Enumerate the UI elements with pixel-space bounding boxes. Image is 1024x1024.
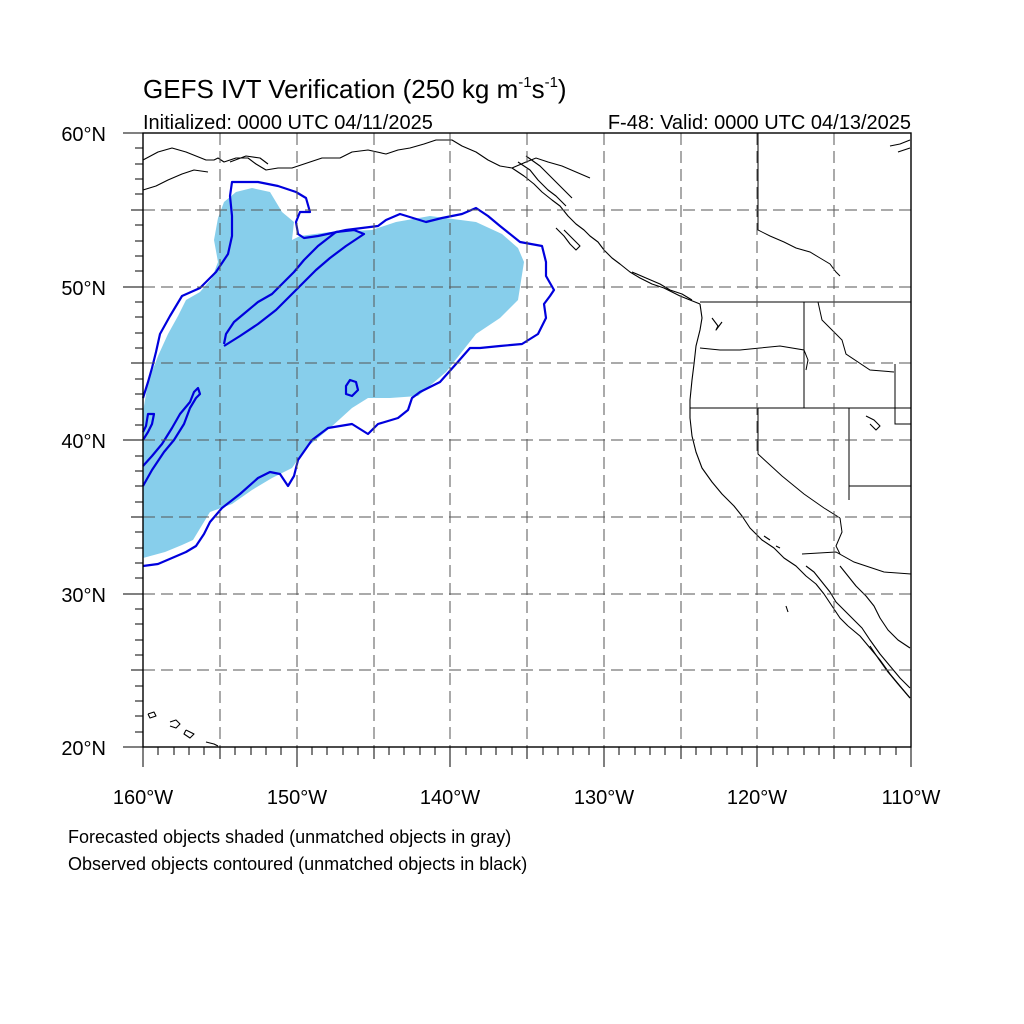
forecast-object-shaded	[143, 188, 524, 558]
lat-label-30: 30°N	[61, 585, 106, 607]
longitude-labels: 160°W 150°W 140°W 130°W 120°W 110°W	[113, 787, 941, 809]
ca-nv-border	[757, 408, 841, 519]
lon-label-140w: 140°W	[420, 787, 480, 809]
lon-label-120w: 120°W	[727, 787, 787, 809]
lon-label-150w: 150°W	[267, 787, 327, 809]
map-title: GEFS IVT Verification (250 kg m-1s-1)	[143, 74, 567, 104]
wy-border	[894, 364, 911, 425]
idaho-montana-border	[817, 301, 895, 373]
latitude-labels: 60°N 50°N 40°N 30°N 20°N	[61, 124, 106, 760]
lon-label-130w: 130°W	[574, 787, 634, 809]
observed-contour-main	[141, 180, 556, 568]
lat-label-40: 40°N	[61, 431, 106, 453]
footnote-forecast: Forecasted objects shaded (unmatched obj…	[68, 827, 511, 847]
coastlines	[142, 139, 911, 747]
lon-label-160w: 160°W	[113, 787, 173, 809]
valid-time-label: F-48: Valid: 0000 UTC 04/13/2025	[608, 112, 911, 134]
us-mexico-border	[801, 551, 912, 575]
observed-contour-west-strip	[142, 386, 202, 487]
lon-label-110w: 110°W	[882, 787, 941, 809]
footnote-observed: Observed objects contoured (unmatched ob…	[68, 854, 527, 874]
lat-label-60: 60°N	[61, 124, 106, 146]
observed-contours	[141, 180, 556, 568]
political-boundaries	[511, 133, 912, 575]
map-panel: 60°N 50°N 40°N 30°N 20°N 160°W 150°W 140…	[61, 124, 940, 809]
observed-contour-inner-band	[222, 228, 366, 347]
lat-label-50: 50°N	[61, 278, 106, 300]
lat-label-20: 20°N	[61, 738, 106, 760]
axis-ticks	[123, 132, 912, 767]
observed-contour-edge-fragment	[142, 412, 156, 441]
alaska-canada-border	[511, 157, 591, 179]
graticule	[143, 133, 911, 747]
az-border	[835, 517, 843, 555]
wa-or-border	[699, 345, 809, 371]
observed-contour-small-island	[344, 378, 360, 398]
init-time-label: Initialized: 0000 UTC 04/11/2025	[143, 112, 433, 134]
